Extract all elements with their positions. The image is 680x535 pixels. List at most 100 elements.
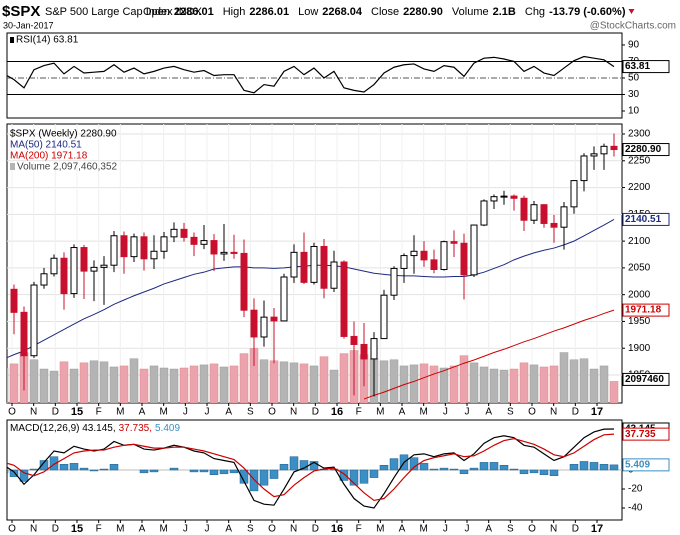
candle-body [140, 236, 148, 260]
histogram-bar [99, 468, 109, 471]
candle-body [570, 180, 578, 208]
volume-bar [189, 365, 199, 403]
histogram-bar [239, 469, 249, 484]
candle-body [390, 267, 398, 296]
volume-bar [69, 368, 79, 403]
legend-price: $SPX (Weekly) 2280.90 [10, 129, 117, 140]
y-tick-label: 2300 [628, 129, 651, 140]
moving-average [7, 218, 615, 359]
candle-body [500, 195, 508, 198]
value-badge [622, 143, 670, 157]
x-tick-label: O [8, 524, 16, 535]
volume-bar [499, 369, 509, 403]
histogram-bar [609, 464, 619, 471]
quote-label: Open [143, 6, 170, 18]
candle-body [400, 255, 408, 269]
y-tick-label: -20 [628, 484, 643, 495]
candle-body [380, 294, 388, 340]
histogram-bar [259, 469, 269, 486]
x-tick-label: A [399, 524, 406, 535]
moving-average [363, 309, 615, 400]
candle-body [250, 309, 258, 338]
value-badge-label: 37.735 [625, 429, 656, 440]
x-tick-label: 17 [591, 523, 603, 535]
value-badge-label: 5.409 [625, 459, 650, 470]
volume-bar [439, 367, 449, 403]
quote-label: Low [298, 6, 318, 18]
volume-bar [459, 355, 469, 403]
volume-bar [29, 359, 39, 403]
histogram-bar [169, 467, 179, 471]
quote-value: 2286.01 [249, 6, 289, 18]
x-tick-label: M [376, 524, 384, 535]
volume-bar [539, 366, 549, 403]
x-tick-label: F [96, 407, 102, 418]
volume-bar [89, 360, 99, 403]
candle-body [280, 276, 288, 322]
histogram-bar [359, 469, 369, 484]
candle-body [160, 236, 168, 252]
quote-label: Chg [525, 6, 545, 18]
value-badge-label: 2280.90 [625, 144, 662, 155]
histogram-bar [339, 469, 349, 481]
x-tick-label: 16 [331, 406, 343, 418]
volume-bar [149, 365, 159, 403]
x-tick-label: O [528, 524, 536, 535]
volume-bar [509, 368, 519, 403]
y-tick-label: 30 [628, 89, 640, 100]
volume-bar [569, 359, 579, 403]
histogram-bar [369, 469, 379, 478]
x-tick-label: J [205, 524, 210, 535]
candle-body [450, 241, 458, 244]
volume-bar [79, 362, 89, 403]
y-tick-label: 2000 [628, 289, 651, 300]
histogram-bar [499, 464, 509, 471]
y-tick-label: 2200 [628, 182, 651, 193]
candle-body [50, 257, 58, 275]
candle-body [240, 252, 248, 311]
x-tick-label: 17 [591, 406, 603, 418]
x-tick-label: O [528, 407, 536, 418]
candle-body [580, 155, 588, 182]
volume-bar [529, 364, 539, 403]
volume-bar [99, 361, 109, 403]
candle-body [320, 245, 328, 289]
volume-bar [319, 356, 329, 403]
histogram-bar [309, 461, 319, 471]
histogram-bar [519, 469, 529, 475]
candle-body [430, 259, 438, 270]
volume-bar [429, 365, 439, 403]
y-tick-label: 1950 [628, 316, 651, 327]
candle-body [350, 335, 358, 345]
histogram-bar [509, 468, 519, 471]
histogram-bar [89, 469, 99, 472]
volume-bar [279, 361, 289, 403]
legend-icon [10, 37, 14, 43]
histogram-bar [69, 463, 79, 471]
histogram-bar [329, 468, 339, 471]
value-badge-label: 2097460 [625, 374, 664, 385]
candle-body [70, 247, 78, 295]
histogram-bar [189, 469, 199, 473]
histogram-bar [289, 456, 299, 471]
value-badge [622, 60, 670, 74]
x-tick-label: N [30, 524, 37, 535]
candle-body [150, 250, 158, 260]
candle-body [210, 240, 218, 255]
candle-body [170, 228, 178, 238]
legend-ma: MA(50) 2140.51 [10, 140, 82, 151]
legend-volume: Volume 2,097,460,352 [17, 162, 118, 173]
plot-area [7, 133, 619, 403]
histogram-bar [599, 464, 609, 471]
x-tick-label: A [225, 407, 232, 418]
histogram-bar [39, 460, 49, 471]
x-tick-label: J [465, 407, 470, 418]
volume-bar [7, 367, 9, 403]
candle-body [440, 241, 448, 270]
histogram-bar [349, 469, 359, 486]
x-tick-label: D [52, 407, 59, 418]
value-badge [622, 458, 670, 472]
candle-body [510, 195, 518, 199]
candle-body [230, 251, 238, 254]
candle-body [130, 236, 138, 258]
